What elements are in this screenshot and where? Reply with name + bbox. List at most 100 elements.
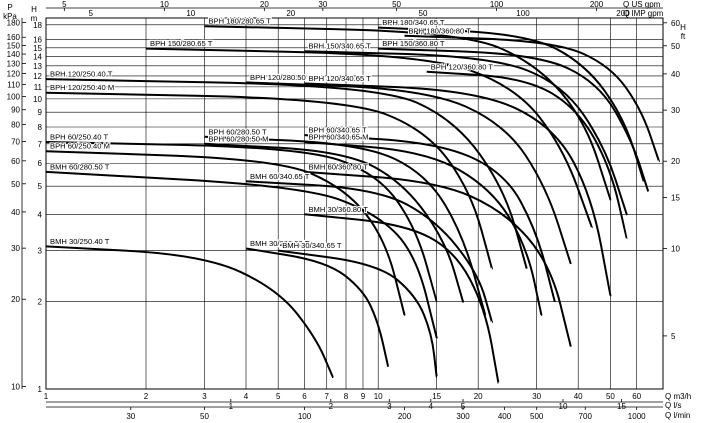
tick-label-ls: 2 xyxy=(329,402,334,411)
series-curve xyxy=(145,47,593,229)
tick-label-kpa: 30 xyxy=(11,244,20,253)
series-curve xyxy=(304,141,543,316)
tick-label-ls: 3 xyxy=(387,402,392,411)
tick-label-ls: 5 xyxy=(461,402,466,411)
series-label: BPH 180/280.65 T xyxy=(208,17,271,26)
tick-label-m3h: 5 xyxy=(276,392,281,401)
tick-label-kpa: 80 xyxy=(11,121,20,130)
series-curve xyxy=(204,142,464,303)
tick-label-kpa: 20 xyxy=(11,295,20,304)
axis-title-h-ft: H xyxy=(680,23,686,32)
axis-title-lmin: Q l/min xyxy=(665,411,690,420)
tick-label-lmin: 30 xyxy=(126,412,135,421)
tick-label-m: 15 xyxy=(33,44,42,53)
series-curve xyxy=(404,34,660,163)
tick-label-kpa: 70 xyxy=(11,137,20,146)
series-label: BMH 30/360.80 T xyxy=(308,205,368,214)
series-label: BMH 30/250.40 T xyxy=(50,237,110,246)
tick-label-m: 3 xyxy=(38,247,43,256)
tick-label-m: 6 xyxy=(38,159,43,168)
tick-label-m3h: 7 xyxy=(325,392,330,401)
plot-border xyxy=(45,17,664,390)
tick-label-m: 14 xyxy=(33,52,42,61)
tick-label-ls: 15 xyxy=(617,402,626,411)
tick-label-us-gpm: 50 xyxy=(392,0,401,9)
tick-label-kpa: 50 xyxy=(11,180,20,189)
tick-label-ft: 40 xyxy=(671,70,680,79)
series-curve xyxy=(245,180,493,324)
tick-label-lmin: 700 xyxy=(579,412,593,421)
tick-label-ft: 5 xyxy=(671,332,676,341)
tick-label-m3h: 2 xyxy=(144,392,149,401)
series-label: BPH 180/360.80 T xyxy=(409,26,472,35)
series-curve xyxy=(304,82,612,297)
tick-label-lmin: 200 xyxy=(398,412,412,421)
plot-frame xyxy=(21,7,664,408)
series-label: BPH 150/340.65 T xyxy=(308,42,371,51)
tick-label-us-gpm: 10 xyxy=(160,0,169,9)
series-label: BMH 60/280.50 T xyxy=(50,162,110,171)
tick-label-lmin: 50 xyxy=(200,412,209,421)
tick-label-m3h: 20 xyxy=(474,392,483,401)
tick-label-us-gpm: 20 xyxy=(260,0,269,9)
series-curve xyxy=(45,78,528,269)
series-curve xyxy=(304,134,556,303)
tick-label-m3h: 6 xyxy=(302,392,307,401)
tick-label-imp-gpm: 20 xyxy=(286,9,295,18)
tick-label-m3h: 8 xyxy=(344,392,349,401)
tick-label-ls: 1 xyxy=(229,402,234,411)
axis-title-us-gpm: Q US gpm xyxy=(623,0,661,9)
tick-label-m: 10 xyxy=(33,95,42,104)
series-label: BMH 60/360.80 T xyxy=(308,162,368,171)
tick-label-m3h: 4 xyxy=(244,392,249,401)
axis-title-kpa: kPa xyxy=(3,12,17,21)
series-curve xyxy=(245,247,389,368)
tick-label-lmin: 1000 xyxy=(628,412,646,421)
tick-label-kpa: 180 xyxy=(7,18,21,27)
tick-label-kpa: 10 xyxy=(11,383,20,392)
tick-label-lmin: 500 xyxy=(530,412,544,421)
series-curve xyxy=(45,150,406,316)
tick-label-m: 8 xyxy=(38,123,43,132)
tick-label-kpa: 100 xyxy=(7,92,21,101)
axis-title-ls: Q l/s xyxy=(665,401,681,410)
tick-label-kpa: 130 xyxy=(7,59,21,68)
tick-label-kpa: 60 xyxy=(11,157,20,166)
tick-label-kpa: 140 xyxy=(7,50,21,59)
axis-title-h: H xyxy=(31,5,37,14)
tick-label-imp-gpm: 5 xyxy=(89,9,94,18)
axis-title-ft: ft xyxy=(681,32,686,41)
series-label: BPH 120/250.40 M xyxy=(50,83,114,92)
tick-label-m: 13 xyxy=(33,62,42,71)
series-label: BPH 150/280.65 T xyxy=(150,39,213,48)
series-curve xyxy=(204,135,487,316)
series-label: BPH 60/280.50 M xyxy=(208,134,268,143)
series-curve xyxy=(45,141,438,303)
series-curve xyxy=(304,170,572,347)
tick-label-ft: 10 xyxy=(671,245,680,254)
tick-label-m: 12 xyxy=(33,72,42,81)
tick-label-ft: 20 xyxy=(671,157,680,166)
series-curve xyxy=(378,47,650,192)
series-curve xyxy=(304,213,500,384)
tick-label-lmin: 300 xyxy=(456,412,470,421)
tick-label-us-gpm: 5 xyxy=(62,0,67,9)
tick-label-m3h: 15 xyxy=(432,392,441,401)
tick-label-kpa: 120 xyxy=(7,69,21,78)
tick-label-ls: 10 xyxy=(559,402,568,411)
series-label: BPH 120/280.50 T xyxy=(250,73,313,82)
tick-label-m: 4 xyxy=(38,210,43,219)
tick-label-m3h: 10 xyxy=(374,392,383,401)
tick-label-us-gpm: 100 xyxy=(490,0,504,9)
series-label: BPH 60/280.50 T xyxy=(208,127,266,136)
series-label: BMH 30/280.50 T xyxy=(250,239,310,248)
series-curve xyxy=(378,26,645,182)
tick-label-lmin: 100 xyxy=(298,412,312,421)
series-label: BPH 60/250.40 T xyxy=(50,133,108,142)
tick-label-kpa: 110 xyxy=(7,80,20,89)
tick-label-ft: 30 xyxy=(671,106,680,115)
axis-title-imp-gpm: Q IMP gpm xyxy=(623,9,664,18)
